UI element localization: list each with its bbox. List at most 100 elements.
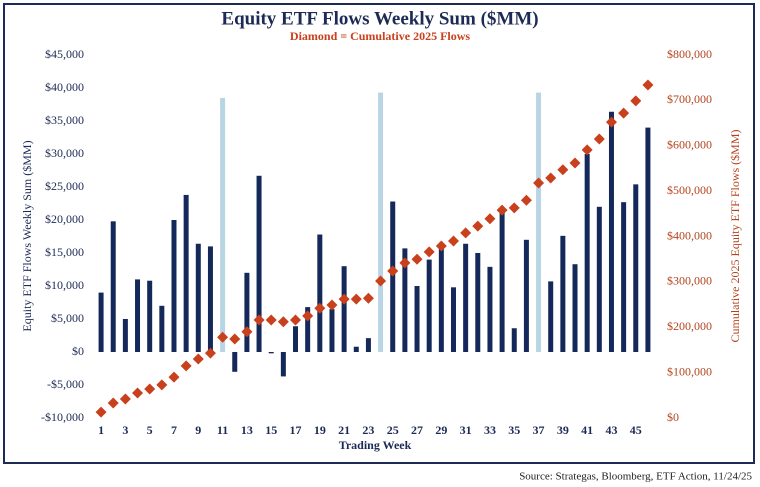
y-tick-label: $30,000 bbox=[45, 146, 84, 160]
x-tick-label: 33 bbox=[484, 423, 496, 437]
cumulative-marker bbox=[362, 292, 374, 304]
x-tick-label: 21 bbox=[338, 423, 350, 437]
cumulative-marker bbox=[180, 360, 192, 372]
bar bbox=[317, 234, 323, 352]
bar bbox=[305, 307, 311, 352]
y2-tick-label: $200,000 bbox=[667, 319, 712, 333]
cumulative-marker bbox=[399, 257, 411, 269]
cumulative-marker bbox=[375, 275, 387, 287]
x-tick-label: 13 bbox=[241, 423, 253, 437]
cumulative-marker bbox=[642, 79, 654, 91]
x-tick-label: 19 bbox=[314, 423, 326, 437]
x-tick-label: 3 bbox=[122, 423, 128, 437]
bar bbox=[378, 92, 384, 353]
bar bbox=[596, 206, 602, 352]
bar bbox=[207, 246, 213, 352]
chart-subtitle: Diamond = Cumulative 2025 Flows bbox=[290, 29, 471, 43]
bar bbox=[110, 221, 116, 352]
cumulative-marker bbox=[314, 302, 326, 314]
y2-tick-label: $400,000 bbox=[667, 228, 712, 242]
cumulative-marker bbox=[423, 246, 435, 258]
y2-tick-label: $700,000 bbox=[667, 92, 712, 106]
cumulative-marker bbox=[593, 133, 605, 145]
cumulative-marker bbox=[557, 164, 569, 176]
y-tick-label: $25,000 bbox=[45, 179, 84, 193]
bar bbox=[183, 194, 189, 352]
y2-tick-label: $100,000 bbox=[667, 364, 712, 378]
bar bbox=[438, 247, 444, 352]
cumulative-marker bbox=[326, 299, 338, 311]
cumulative-marker bbox=[156, 379, 168, 391]
chart-title: Equity ETF Flows Weekly Sum ($MM) bbox=[221, 8, 538, 29]
cumulative-marker bbox=[95, 406, 107, 418]
x-tick-label: 41 bbox=[581, 423, 593, 437]
x-axis-label: Trading Week bbox=[339, 438, 412, 452]
bar bbox=[365, 338, 371, 352]
y2-tick-label: $500,000 bbox=[667, 183, 712, 197]
bar bbox=[633, 184, 639, 352]
bar bbox=[475, 253, 481, 352]
x-tick-label: 7 bbox=[171, 423, 177, 437]
cumulative-marker bbox=[241, 326, 253, 338]
cumulative-marker bbox=[508, 202, 520, 214]
y-tick-label: $5,000 bbox=[51, 311, 84, 325]
cumulative-marker bbox=[277, 316, 289, 328]
chart-border bbox=[3, 3, 755, 464]
bar bbox=[341, 266, 347, 352]
y-axis-label: Equity ETF Flows Weekly Sum ($MM) bbox=[20, 140, 34, 331]
cumulative-marker bbox=[350, 293, 362, 305]
bar bbox=[195, 243, 201, 352]
x-tick-label: 11 bbox=[217, 423, 228, 437]
source-note: Source: Strategas, Bloomberg, ETF Action… bbox=[519, 471, 752, 483]
bar bbox=[353, 346, 359, 352]
cumulative-marker bbox=[545, 172, 557, 184]
cumulative-marker bbox=[472, 220, 484, 232]
bar bbox=[232, 352, 238, 372]
y-tick-label: -$5,000 bbox=[47, 377, 84, 391]
bar bbox=[147, 280, 153, 352]
bar bbox=[548, 281, 554, 352]
cumulative-marker bbox=[119, 393, 131, 405]
y2-tick-label: $300,000 bbox=[667, 274, 712, 288]
x-tick-label: 15 bbox=[265, 423, 277, 437]
cumulative-marker bbox=[144, 383, 156, 395]
bar bbox=[463, 243, 469, 352]
cumulative-marker bbox=[229, 333, 241, 345]
bar bbox=[560, 235, 566, 352]
y-tick-label: $0 bbox=[72, 344, 84, 358]
x-tick-label: 39 bbox=[557, 423, 569, 437]
cumulative-marker bbox=[338, 293, 350, 305]
bar bbox=[171, 220, 177, 352]
cumulative-marker bbox=[290, 314, 302, 326]
x-tick-label: 25 bbox=[387, 423, 399, 437]
cumulative-marker bbox=[107, 397, 119, 409]
cumulative-marker bbox=[447, 235, 459, 247]
x-tick-label: 37 bbox=[533, 423, 545, 437]
bar bbox=[122, 319, 128, 352]
x-tick-label: 17 bbox=[290, 423, 302, 437]
cumulative-marker bbox=[192, 353, 204, 365]
bar bbox=[244, 272, 250, 352]
bar bbox=[572, 264, 578, 352]
y2-tick-label: $800,000 bbox=[667, 47, 712, 61]
bar bbox=[135, 279, 141, 352]
bar bbox=[293, 326, 299, 352]
cumulative-marker bbox=[520, 194, 532, 206]
x-tick-label: 5 bbox=[147, 423, 153, 437]
x-tick-label: 45 bbox=[630, 423, 642, 437]
cumulative-marker bbox=[496, 204, 508, 216]
bar bbox=[584, 154, 590, 352]
x-tick-label: 29 bbox=[435, 423, 447, 437]
x-tick-label: 35 bbox=[508, 423, 520, 437]
bar bbox=[621, 202, 627, 352]
y-tick-label: $45,000 bbox=[45, 47, 84, 61]
x-tick-label: 23 bbox=[362, 423, 374, 437]
bar bbox=[98, 292, 104, 352]
cumulative-marker bbox=[435, 240, 447, 252]
y-tick-label: $20,000 bbox=[45, 212, 84, 226]
bar bbox=[450, 287, 456, 352]
x-tick-label: 27 bbox=[411, 423, 423, 437]
y-tick-label: $10,000 bbox=[45, 278, 84, 292]
cumulative-marker bbox=[411, 253, 423, 265]
